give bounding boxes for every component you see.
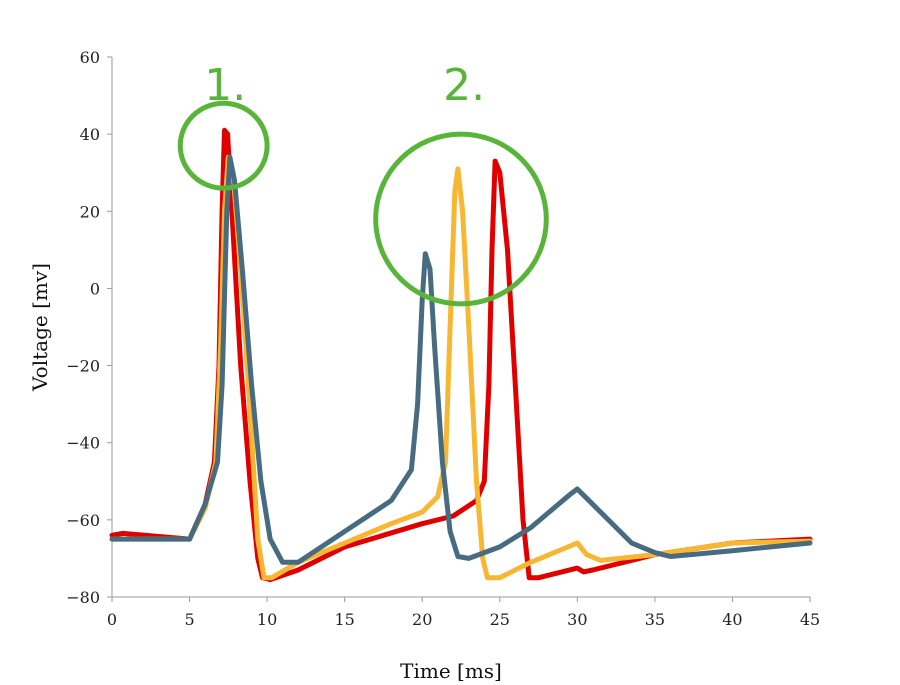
x-tick-label: 0	[107, 610, 117, 629]
annotation-layer: 1. 2.	[177, 60, 549, 307]
annotation-label-1: 1.	[204, 60, 246, 111]
x-tick-label: 15	[334, 610, 354, 629]
x-tick-label: 30	[567, 610, 587, 629]
y-tick-label: 60	[80, 48, 100, 67]
x-axis-title: Time [ms]	[400, 659, 502, 683]
x-tick-label: 25	[490, 610, 510, 629]
x-tick-label: 5	[184, 610, 194, 629]
annotation-label-2: 2.	[443, 60, 485, 111]
y-tick-label: −40	[66, 434, 100, 453]
y-tick-label: −80	[66, 588, 100, 607]
x-tick-label: 40	[722, 610, 742, 629]
y-tick-label: 20	[80, 202, 100, 221]
x-tick-label: 45	[800, 610, 820, 629]
annotation-circle-2	[373, 131, 549, 307]
x-ticks: 0 5 10 15 20 25 30 35 40 45	[107, 597, 820, 629]
y-tick-label: −60	[66, 511, 100, 530]
y-tick-label: 0	[90, 279, 100, 298]
x-tick-label: 10	[257, 610, 277, 629]
annotation-circle-1	[177, 100, 270, 191]
series-layer	[109, 127, 813, 583]
y-tick-label: 40	[80, 125, 100, 144]
axes: 0 5 10 15 20 25 30 35 40 45 60 40 20 0 −20 −40 −60 −80	[66, 48, 820, 629]
y-axis-title: Voltage [mv]	[28, 263, 52, 392]
series-line-3	[109, 154, 813, 565]
y-tick-label: −20	[66, 357, 100, 376]
x-tick-label: 35	[645, 610, 665, 629]
x-tick-label: 20	[412, 610, 432, 629]
y-ticks: 60 40 20 0 −20 −40 −60 −80	[66, 48, 112, 607]
